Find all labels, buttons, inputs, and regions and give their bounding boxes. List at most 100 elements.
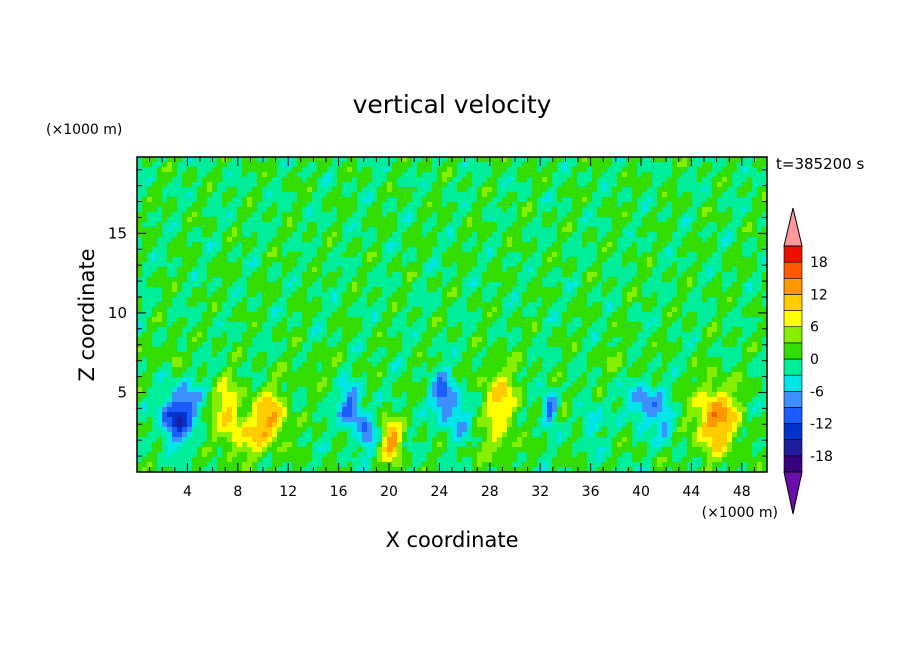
field-cell xyxy=(437,232,443,238)
field-cell xyxy=(582,197,588,203)
field-cell xyxy=(622,272,628,278)
field-cell xyxy=(387,327,393,333)
field-cell xyxy=(362,202,368,208)
field-cell xyxy=(727,292,733,298)
field-cell xyxy=(557,282,563,288)
field-cell xyxy=(472,197,478,203)
field-cell xyxy=(597,167,603,173)
field-cell xyxy=(647,342,653,348)
field-cell xyxy=(322,262,328,268)
field-cell xyxy=(142,187,148,193)
field-cell xyxy=(547,282,553,288)
field-cell xyxy=(382,347,388,353)
field-cell xyxy=(322,172,328,178)
field-cell xyxy=(312,197,318,203)
field-cell xyxy=(387,302,393,308)
field-cell xyxy=(457,302,463,308)
field-cell xyxy=(527,277,533,283)
field-cell xyxy=(722,272,728,278)
field-cell xyxy=(567,277,573,283)
field-cell xyxy=(467,217,473,223)
field-cell xyxy=(642,232,648,238)
field-cell xyxy=(492,252,498,258)
field-cell xyxy=(587,207,593,213)
field-cell xyxy=(522,287,528,293)
field-cell xyxy=(612,192,618,198)
field-cell xyxy=(327,262,333,268)
field-cell xyxy=(322,192,328,198)
field-cell xyxy=(332,262,338,268)
field-cell xyxy=(522,342,528,348)
field-cell xyxy=(227,332,233,338)
field-cell xyxy=(252,312,258,318)
field-cell xyxy=(437,342,443,348)
field-cell xyxy=(237,197,243,203)
field-cell xyxy=(427,257,433,263)
field-cell xyxy=(657,182,663,188)
field-cell xyxy=(337,292,343,298)
field-cell xyxy=(507,222,513,228)
field-cell xyxy=(147,317,153,323)
field-cell xyxy=(707,187,713,193)
field-cell xyxy=(502,177,508,183)
field-cell xyxy=(267,222,273,228)
field-cell xyxy=(637,162,643,168)
field-cell xyxy=(502,172,508,178)
field-cell xyxy=(467,172,473,178)
field-cell xyxy=(717,157,723,163)
field-cell xyxy=(652,277,658,283)
field-cell xyxy=(382,282,388,288)
field-cell xyxy=(637,242,643,248)
field-cell xyxy=(387,262,393,268)
field-cell xyxy=(267,332,273,338)
field-cell xyxy=(657,337,663,343)
field-cell xyxy=(407,327,413,333)
field-cell xyxy=(457,277,463,283)
field-cell xyxy=(467,262,473,268)
field-cell xyxy=(607,297,613,303)
field-cell xyxy=(167,327,173,333)
field-cell xyxy=(532,347,538,353)
field-cell xyxy=(572,217,578,223)
field-cell xyxy=(707,232,713,238)
field-cell xyxy=(267,182,273,188)
field-cell xyxy=(307,267,313,273)
field-cell xyxy=(352,322,358,328)
field-cell xyxy=(607,337,613,343)
field-cell xyxy=(337,322,343,328)
field-cell xyxy=(737,337,743,343)
field-cell xyxy=(142,192,148,198)
field-cell xyxy=(622,237,628,243)
field-cell xyxy=(502,237,508,243)
field-cell xyxy=(662,187,668,193)
field-cell xyxy=(547,172,553,178)
field-cell xyxy=(257,347,263,353)
field-cell xyxy=(647,287,653,293)
field-cell xyxy=(142,177,148,183)
field-cell xyxy=(462,312,468,318)
field-cell xyxy=(647,197,653,203)
field-cell xyxy=(752,242,758,248)
field-cell xyxy=(632,297,638,303)
field-cell xyxy=(587,197,593,203)
field-cell xyxy=(137,182,143,188)
field-cell xyxy=(542,337,548,343)
field-cell xyxy=(172,182,178,188)
field-cell xyxy=(202,197,208,203)
field-cell xyxy=(382,172,388,178)
field-cell xyxy=(227,172,233,178)
field-cell xyxy=(232,162,238,168)
field-cell xyxy=(462,217,468,223)
field-cell xyxy=(297,157,303,163)
field-cell xyxy=(307,212,313,218)
field-cell xyxy=(757,317,763,323)
field-cell xyxy=(317,157,323,163)
field-cell xyxy=(602,317,608,323)
field-cell xyxy=(677,287,683,293)
field-cell xyxy=(142,227,148,233)
field-cell xyxy=(177,217,183,223)
field-cell xyxy=(697,197,703,203)
field-cell xyxy=(152,182,158,188)
field-cell xyxy=(252,177,258,183)
